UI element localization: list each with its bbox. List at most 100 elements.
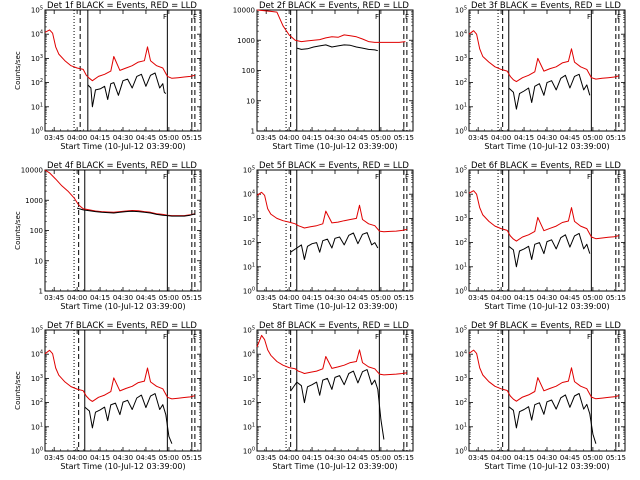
- x-tick-label: 05:15: [394, 134, 414, 142]
- panel-title: Det 4f BLACK = Events, RED = LLD: [47, 161, 197, 171]
- corner-mark: F: [617, 333, 621, 341]
- panel-title: Det 6f BLACK = Events, RED = LLD: [471, 161, 621, 171]
- y-tick-label: 103: [31, 374, 43, 383]
- plot-frame: [44, 169, 202, 292]
- detector-panel-5: Det 5f BLACK = Events, RED = LLD 100 101 10…: [243, 161, 414, 311]
- x-tick-label: 04:45: [348, 294, 368, 302]
- corner-mark: F: [375, 173, 379, 181]
- plot-frame: [468, 329, 626, 452]
- corner-mark: F: [587, 333, 591, 341]
- detector-panel-4: Det 4f BLACK = Events, RED = LLD 1 10 100 10…: [14, 161, 202, 311]
- y-tick-label: 100: [455, 287, 467, 296]
- x-tick-label: 04:15: [302, 294, 322, 302]
- corner-mark: F: [375, 13, 379, 21]
- series-line-events: [290, 232, 379, 260]
- x-tick-label: 04:30: [325, 134, 345, 142]
- x-tick-label: 05:15: [394, 454, 414, 462]
- y-tick-label: 102: [455, 238, 467, 247]
- x-tick-label: 05:15: [606, 454, 626, 462]
- y-tick-label: 1: [251, 128, 255, 136]
- x-tick-label: 05:00: [159, 454, 179, 462]
- x-tick-label: 04:45: [348, 454, 368, 462]
- x-tick-label: 04:00: [67, 134, 87, 142]
- x-tick-label: 04:30: [537, 294, 557, 302]
- series-line-events: [508, 73, 591, 110]
- x-tick-label: 05:00: [159, 294, 179, 302]
- panel-title: Det 2f BLACK = Events, RED = LLD: [259, 1, 409, 11]
- y-tick-label: 105: [455, 326, 467, 335]
- series-line-events: [84, 393, 173, 444]
- x-tick-label: 05:00: [583, 454, 603, 462]
- corner-mark: F: [163, 13, 167, 21]
- x-tick-label: 04:00: [279, 134, 299, 142]
- x-axis-label: Start Time (10-Jul-12 03:39:00): [484, 302, 609, 311]
- plot-frame: [468, 9, 626, 132]
- corner-mark: F: [193, 333, 197, 341]
- y-tick-label: 101: [455, 102, 467, 111]
- y-tick-label: 105: [31, 6, 43, 15]
- y-tick-label: 10: [246, 97, 255, 105]
- y-tick-label: 100: [31, 447, 43, 456]
- series-line-lld: [256, 191, 408, 233]
- x-tick-label: 04:00: [491, 294, 511, 302]
- x-tick-label: 04:15: [514, 454, 534, 462]
- y-tick-label: 1000: [25, 197, 43, 205]
- y-tick-label: 104: [455, 190, 467, 199]
- plot-frame: [256, 9, 414, 132]
- x-tick-label: 04:45: [136, 294, 156, 302]
- series-line-lld: [256, 334, 407, 376]
- series-line-lld: [468, 349, 620, 402]
- series-line-events: [508, 393, 597, 444]
- x-tick-label: 04:15: [514, 134, 534, 142]
- x-tick-label: 05:00: [583, 134, 603, 142]
- y-tick-label: 101: [243, 262, 255, 271]
- x-tick-label: 04:30: [325, 294, 345, 302]
- x-tick-label: 05:00: [371, 134, 391, 142]
- x-tick-label: 04:45: [560, 294, 580, 302]
- y-tick-label: 101: [243, 422, 255, 431]
- y-tick-label: 103: [455, 54, 467, 63]
- series-line-lld: [44, 169, 196, 217]
- y-axis-label: Counts/sec: [14, 371, 22, 410]
- y-tick-label: 104: [455, 30, 467, 39]
- corner-mark: F: [193, 13, 197, 21]
- x-tick-label: 04:00: [67, 294, 87, 302]
- x-tick-label: 04:15: [302, 454, 322, 462]
- x-tick-label: 04:45: [560, 454, 580, 462]
- x-tick-label: 03:45: [256, 134, 276, 142]
- y-tick-label: 10000: [233, 7, 255, 15]
- panel-title: Det 5f BLACK = Events, RED = LLD: [259, 161, 409, 171]
- y-tick-label: 102: [455, 78, 467, 87]
- x-tick-label: 05:15: [606, 134, 626, 142]
- series-line-events: [87, 72, 167, 108]
- x-tick-label: 03:45: [44, 454, 64, 462]
- panel-title: Det 9f BLACK = Events, RED = LLD: [471, 321, 621, 331]
- panel-title: Det 3f BLACK = Events, RED = LLD: [471, 1, 621, 11]
- y-tick-label: 105: [455, 166, 467, 175]
- x-tick-label: 04:00: [67, 454, 87, 462]
- x-tick-label: 04:45: [136, 134, 156, 142]
- x-tick-label: 03:45: [468, 134, 488, 142]
- x-tick-label: 05:00: [371, 454, 391, 462]
- y-tick-label: 101: [31, 422, 43, 431]
- x-axis-label: Start Time (10-Jul-12 03:39:00): [484, 462, 609, 471]
- detector-panel-7: Det 7f BLACK = Events, RED = LLD 100 101 10…: [14, 321, 202, 471]
- panel-title: Det 1f BLACK = Events, RED = LLD: [47, 1, 197, 11]
- corner-mark: F: [405, 173, 409, 181]
- x-tick-label: 04:45: [136, 454, 156, 462]
- x-axis-label: Start Time (10-Jul-12 03:39:00): [60, 142, 185, 151]
- y-tick-label: 101: [455, 422, 467, 431]
- x-tick-label: 03:45: [256, 454, 276, 462]
- x-tick-label: 04:15: [90, 294, 110, 302]
- x-tick-label: 03:45: [256, 294, 276, 302]
- panel-title: Det 7f BLACK = Events, RED = LLD: [47, 321, 197, 331]
- x-tick-label: 04:30: [113, 134, 133, 142]
- corner-mark: F: [617, 13, 621, 21]
- x-tick-label: 03:45: [44, 294, 64, 302]
- y-tick-label: 101: [31, 102, 43, 111]
- corner-mark: F: [163, 333, 167, 341]
- corner-mark: F: [163, 173, 167, 181]
- y-tick-label: 100: [31, 127, 43, 136]
- x-tick-label: 04:30: [325, 454, 345, 462]
